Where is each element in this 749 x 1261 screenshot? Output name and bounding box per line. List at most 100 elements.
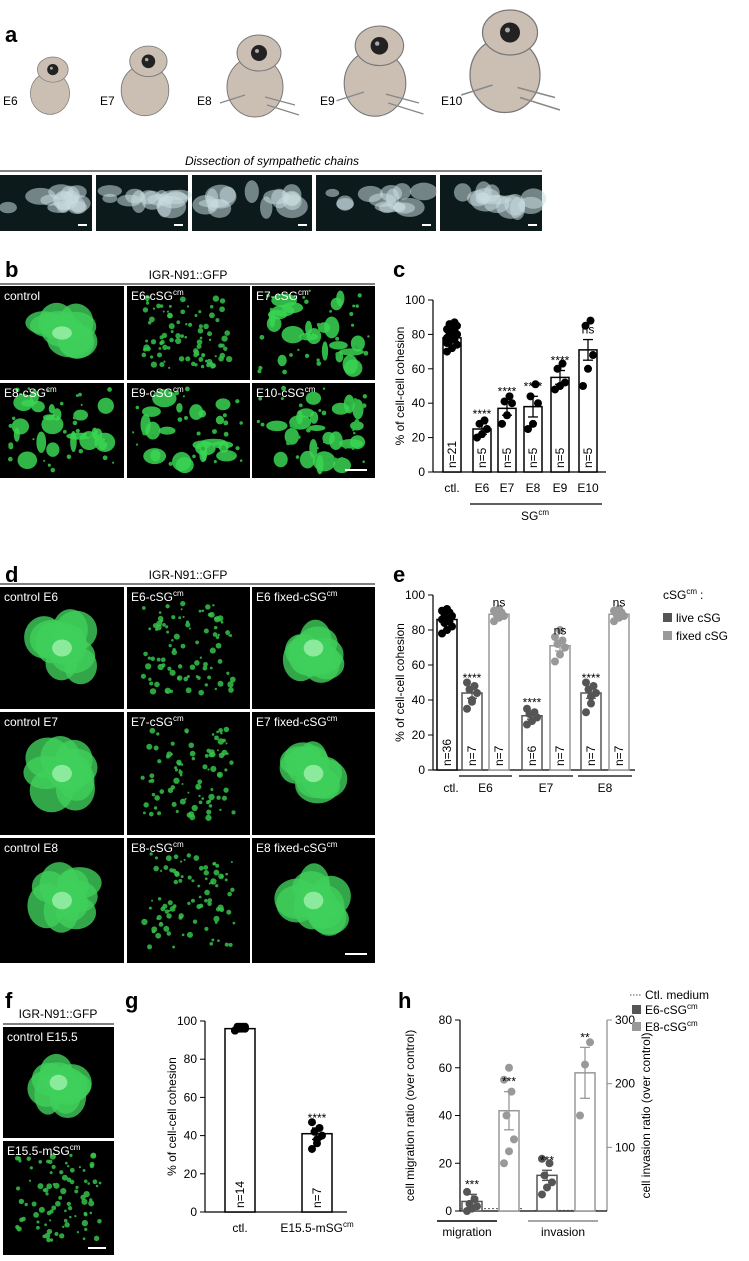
cell bbox=[210, 878, 217, 885]
cell bbox=[140, 775, 145, 780]
image-label: control bbox=[4, 289, 40, 303]
cell bbox=[188, 627, 192, 630]
cell bbox=[148, 779, 152, 783]
cell bbox=[214, 687, 218, 691]
cell bbox=[186, 305, 190, 308]
legend-label: fixed cSG bbox=[676, 629, 728, 643]
cell bbox=[229, 634, 233, 637]
cell bbox=[198, 794, 201, 798]
cell bbox=[221, 445, 226, 450]
cell bbox=[300, 334, 306, 340]
cell bbox=[201, 797, 205, 800]
embryo-drawing bbox=[30, 56, 70, 115]
cell bbox=[353, 398, 358, 402]
n-label: n=7 bbox=[310, 1187, 324, 1208]
scale-bar bbox=[528, 224, 537, 226]
cell bbox=[232, 921, 236, 925]
cell bbox=[8, 456, 13, 462]
cell bbox=[60, 1188, 67, 1195]
x-tick-label-base: E6 bbox=[475, 481, 490, 495]
cell-cluster bbox=[46, 442, 60, 457]
stage-label: E10 bbox=[441, 94, 463, 108]
cell bbox=[218, 728, 224, 733]
cell bbox=[15, 1186, 21, 1191]
cell bbox=[297, 435, 301, 439]
cell bbox=[156, 352, 162, 358]
cell bbox=[144, 663, 152, 670]
cell bbox=[15, 1224, 20, 1230]
cell bbox=[199, 656, 203, 659]
cell-cluster bbox=[338, 438, 363, 449]
legend-title: cSGcm: bbox=[663, 587, 703, 602]
cell bbox=[175, 333, 181, 339]
image-label-base: control E7 bbox=[4, 715, 58, 729]
cell bbox=[166, 913, 172, 919]
cell bbox=[55, 1200, 61, 1207]
significance: *** bbox=[502, 1075, 516, 1089]
cell bbox=[217, 680, 224, 687]
image-label-base: E6-cSG bbox=[131, 289, 173, 303]
cell bbox=[204, 898, 208, 903]
cell-cluster bbox=[271, 305, 295, 317]
embryo-eye bbox=[251, 45, 267, 61]
cell bbox=[195, 640, 199, 645]
cell bbox=[198, 689, 205, 696]
cell bbox=[211, 733, 215, 736]
cell bbox=[90, 1152, 97, 1158]
legend-label-base: E8-cSG bbox=[645, 1020, 687, 1034]
cell bbox=[157, 897, 162, 901]
cell bbox=[209, 305, 214, 309]
cell-cluster bbox=[284, 427, 300, 445]
y-tick-label: 60 bbox=[412, 658, 426, 672]
cell-cluster bbox=[305, 391, 322, 405]
image-label-base: E8 fixed-cSG bbox=[256, 841, 327, 855]
cell bbox=[16, 1156, 22, 1161]
cell bbox=[226, 355, 233, 363]
cell bbox=[178, 913, 184, 919]
cell bbox=[193, 855, 200, 861]
cell bbox=[149, 727, 156, 734]
cell bbox=[36, 1225, 40, 1230]
cell bbox=[214, 355, 217, 358]
cell bbox=[98, 1181, 102, 1185]
cell bbox=[203, 628, 209, 634]
data-point bbox=[480, 416, 489, 425]
panel-letter: b bbox=[5, 257, 18, 282]
cell bbox=[352, 304, 356, 308]
data-point bbox=[500, 1075, 508, 1084]
cell bbox=[298, 403, 303, 408]
cell bbox=[191, 879, 195, 883]
cell bbox=[165, 690, 169, 694]
cell bbox=[69, 1167, 75, 1173]
cell bbox=[297, 348, 300, 351]
cell bbox=[53, 1182, 60, 1189]
cell bbox=[171, 801, 177, 807]
y-tick-label: 40 bbox=[412, 396, 426, 410]
image-label-base: E8-cSG bbox=[131, 841, 173, 855]
panel-letter: c bbox=[393, 257, 405, 282]
cell bbox=[24, 1202, 28, 1207]
cell bbox=[185, 622, 191, 628]
cell bbox=[281, 385, 287, 391]
x-tick-label-base: E8 bbox=[526, 481, 541, 495]
cell bbox=[89, 1161, 95, 1167]
scale-bar bbox=[88, 1247, 106, 1249]
embryo-eye-shine bbox=[375, 41, 380, 46]
legend-swatch bbox=[663, 631, 672, 640]
data-point bbox=[561, 378, 569, 387]
cell bbox=[316, 358, 320, 362]
cell bbox=[66, 1177, 72, 1183]
cell bbox=[333, 465, 336, 468]
cell bbox=[198, 356, 204, 362]
cell bbox=[204, 877, 208, 881]
cell bbox=[175, 337, 182, 345]
cell-cluster bbox=[17, 451, 38, 470]
cell bbox=[187, 901, 191, 906]
data-point bbox=[483, 425, 491, 433]
legend-swatch bbox=[663, 613, 672, 622]
cell bbox=[239, 421, 243, 425]
image-label-sup: cm bbox=[327, 589, 338, 598]
embryo-eye bbox=[500, 22, 520, 43]
image-label-base: E9-cSG bbox=[131, 386, 173, 400]
